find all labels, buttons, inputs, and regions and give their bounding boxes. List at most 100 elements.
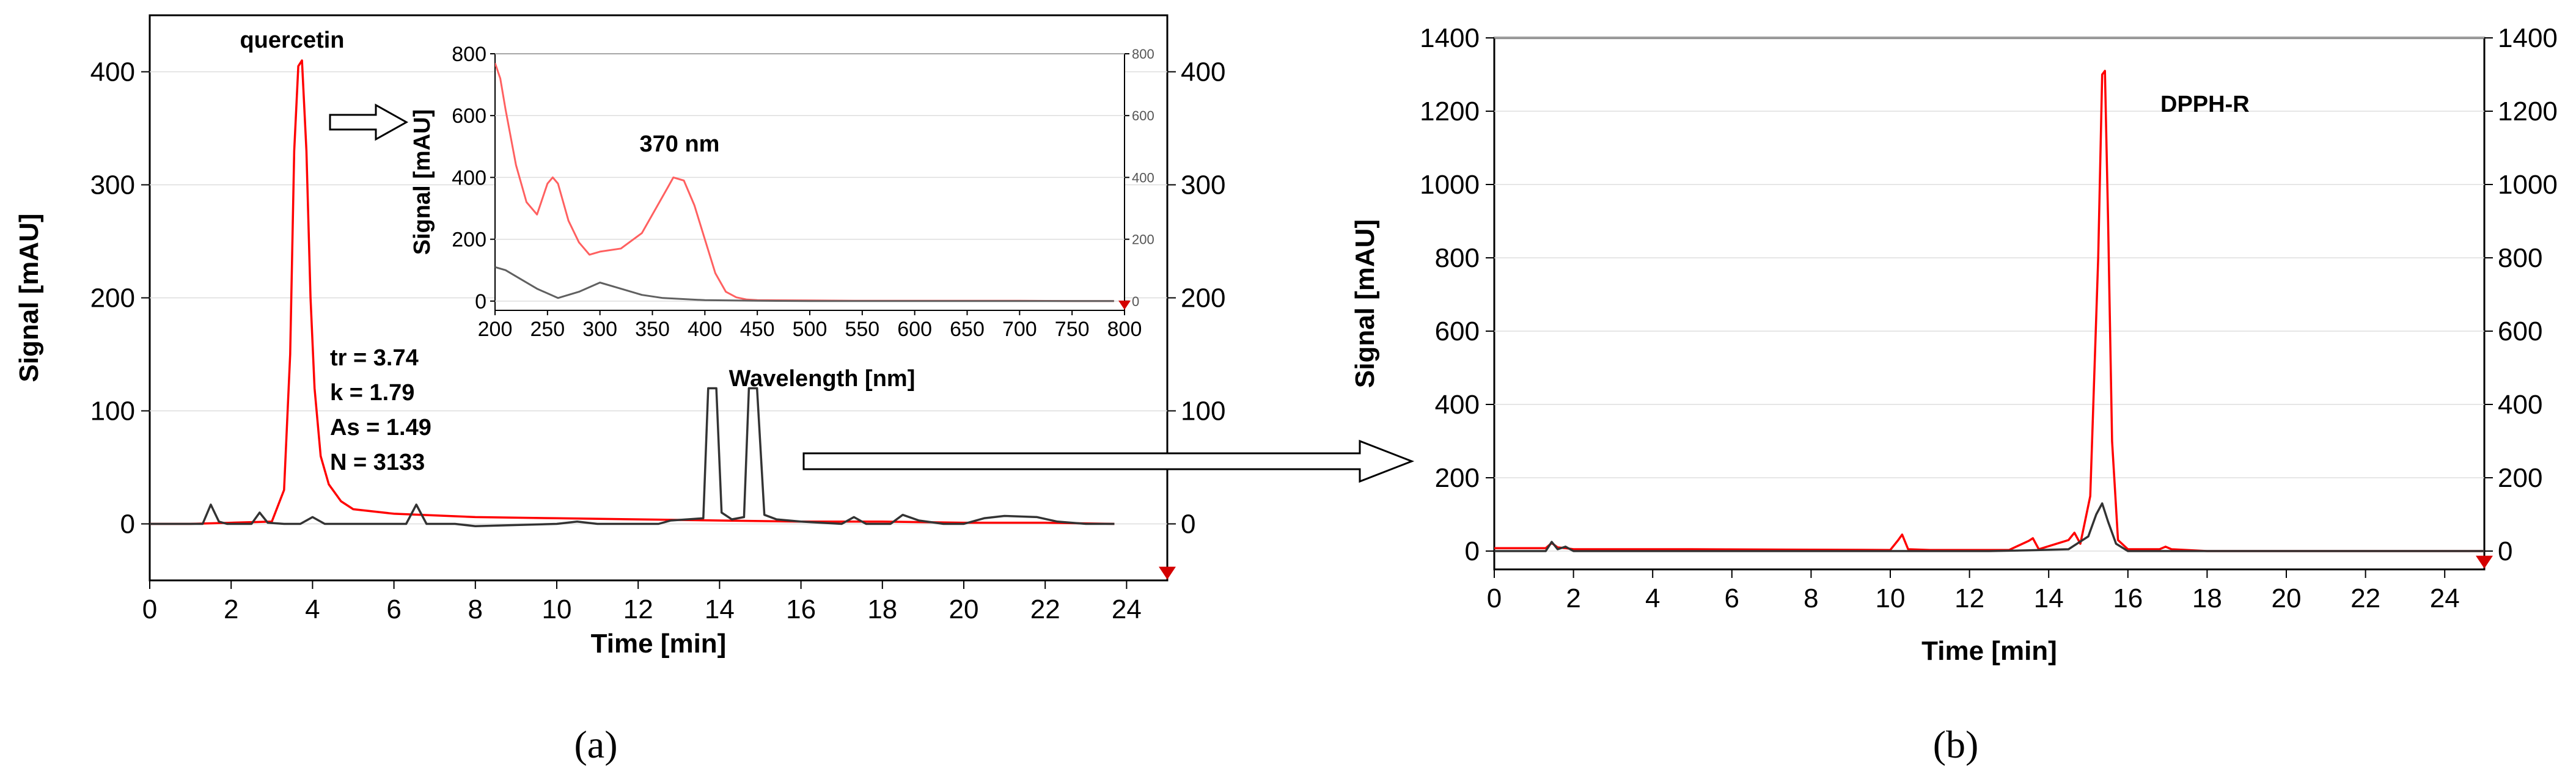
capacity-factor-label: k = 1.79 xyxy=(330,380,414,406)
y-tick-label: 400 xyxy=(90,57,135,87)
y-tick-label: 1000 xyxy=(1420,170,1480,200)
y-right-tick-label: 200 xyxy=(1181,283,1225,313)
y-tick-label: 200 xyxy=(1435,463,1480,493)
x-tick-label: 500 xyxy=(793,318,827,341)
panel-a-y-ticks-right: 0 100 200 300 400 xyxy=(1167,57,1225,539)
panel-b-chart: 0 2 4 6 8 10 12 14 16 18 20 22 24 020040060080010001… xyxy=(1350,23,2558,766)
panel-b-y-axis-title: Signal [mAU] xyxy=(1350,219,1380,388)
panel-b-plot-area xyxy=(1493,37,2486,571)
y-tick-label: 600 xyxy=(1435,316,1480,346)
inset-pointer-arrow-icon xyxy=(329,103,409,141)
x-tick-label: 750 xyxy=(1055,318,1090,341)
y-tick-label: 300 xyxy=(90,170,135,200)
y-right-tick-label: 400 xyxy=(1181,57,1225,87)
inset-y-ticks-left: 0 200 400 600 800 xyxy=(452,43,495,313)
x-tick-label: 18 xyxy=(2192,583,2222,613)
panel-b-y-ticks-left: 0 200 400 600 800 1000 1200 1400 xyxy=(1420,23,1494,566)
y-tick-label: 0 xyxy=(1465,536,1480,566)
y-right-tick-label: 400 xyxy=(1132,170,1154,185)
x-tick-label: 0 xyxy=(1487,583,1502,613)
x-tick-label: 24 xyxy=(1112,594,1142,624)
y-right-tick-label: 800 xyxy=(2498,243,2542,273)
panel-b-x-ticks: 0 2 4 6 8 10 12 14 16 18 20 22 24 xyxy=(1487,569,2460,613)
x-tick-label: 6 xyxy=(1725,583,1739,613)
series-line-1 xyxy=(495,266,1114,302)
y-right-tick-label: 800 xyxy=(1132,46,1154,62)
x-tick-label: 12 xyxy=(1954,583,1984,613)
series-line-0 xyxy=(1494,70,2484,552)
x-tick-label: 350 xyxy=(635,318,670,341)
y-right-tick-label: 1400 xyxy=(2498,23,2558,53)
retention-time-label: tr = 3.74 xyxy=(330,345,419,371)
x-tick-label: 4 xyxy=(1645,583,1660,613)
series-line-1 xyxy=(150,387,1115,527)
x-tick-label: 8 xyxy=(1804,583,1818,613)
y-right-tick-label: 300 xyxy=(1181,170,1225,200)
x-tick-label: 16 xyxy=(786,594,816,624)
y-right-tick-label: 1200 xyxy=(2498,97,2558,126)
panel-a-x-axis-title: Time [min] xyxy=(591,629,727,659)
panel-a-end-marker xyxy=(1159,566,1176,580)
x-tick-label: 800 xyxy=(1107,318,1142,341)
panel-a-y-ticks-left: 0 100 200 300 400 xyxy=(90,57,150,539)
inset-series xyxy=(495,62,1114,302)
x-tick-label: 14 xyxy=(705,594,735,624)
inset-y-ticks-right: 0 200 400 600 800 xyxy=(1125,46,1154,309)
x-tick-label: 18 xyxy=(867,594,897,624)
y-tick-label: 800 xyxy=(1435,243,1480,273)
x-tick-label: 600 xyxy=(897,318,932,341)
y-right-tick-label: 100 xyxy=(1181,396,1225,426)
x-tick-label: 300 xyxy=(582,318,617,341)
y-tick-label: 0 xyxy=(120,510,135,539)
x-tick-label: 12 xyxy=(623,594,653,624)
series-line-1 xyxy=(1494,502,2484,552)
panel-a-x-ticks: 0 2 4 6 8 10 12 14 16 18 20 22 24 xyxy=(142,580,1142,624)
y-tick-label: 600 xyxy=(452,104,486,128)
y-right-tick-label: 0 xyxy=(1132,294,1139,309)
y-right-tick-label: 1000 xyxy=(2498,170,2558,200)
y-right-tick-label: 200 xyxy=(2498,463,2542,493)
x-tick-label: 0 xyxy=(142,594,157,624)
y-tick-label: 100 xyxy=(90,396,135,426)
y-right-tick-label: 200 xyxy=(1132,232,1154,247)
panel-a-label: (a) xyxy=(574,723,617,766)
inset-x-ticks: 200 250 300 350 400 450 500 550 600 650 700 750 800 xyxy=(478,310,1142,341)
y-tick-label: 0 xyxy=(475,290,486,313)
y-tick-label: 800 xyxy=(452,43,486,66)
x-tick-label: 6 xyxy=(386,594,401,624)
y-tick-label: 200 xyxy=(452,228,486,252)
quercetin-peak-label: quercetin xyxy=(240,27,344,53)
panel-connector-arrow-icon xyxy=(802,439,1415,483)
y-tick-label: 200 xyxy=(90,283,135,313)
x-tick-label: 20 xyxy=(2272,583,2302,613)
x-tick-label: 16 xyxy=(2113,583,2143,613)
panel-b-label: (b) xyxy=(1933,723,1979,766)
inset-wavelength-annotation: 370 nm xyxy=(640,131,720,157)
uv-spectrum-inset: 200 250 300 350 400 450 500 550 600 650 700 750 800 … xyxy=(409,43,1154,392)
y-right-tick-label: 400 xyxy=(2498,390,2542,420)
y-right-tick-label: 600 xyxy=(2498,316,2542,346)
x-tick-label: 700 xyxy=(1002,318,1037,341)
x-tick-label: 22 xyxy=(2350,583,2380,613)
y-tick-label: 1200 xyxy=(1420,97,1480,126)
dpph-r-peak-label: DPPH-R xyxy=(2160,92,2250,117)
y-tick-label: 1400 xyxy=(1420,23,1480,53)
x-tick-label: 550 xyxy=(845,318,879,341)
x-tick-label: 2 xyxy=(224,594,238,624)
inset-end-marker xyxy=(1118,301,1131,310)
x-tick-label: 24 xyxy=(2430,583,2460,613)
x-tick-label: 22 xyxy=(1030,594,1060,624)
y-right-tick-label: 0 xyxy=(2498,536,2512,566)
plate-number-label: N = 3133 xyxy=(330,450,425,475)
x-tick-label: 4 xyxy=(305,594,320,624)
x-tick-label: 200 xyxy=(478,318,513,341)
inset-y-axis-title: Signal [mAU] xyxy=(409,109,435,255)
asymmetry-label: As = 1.49 xyxy=(330,415,431,440)
x-tick-label: 14 xyxy=(2034,583,2064,613)
panel-b-x-axis-title: Time [min] xyxy=(1921,636,2057,666)
x-tick-label: 20 xyxy=(949,594,979,624)
x-tick-label: 8 xyxy=(468,594,483,624)
panel-b-end-marker xyxy=(2476,555,2493,569)
